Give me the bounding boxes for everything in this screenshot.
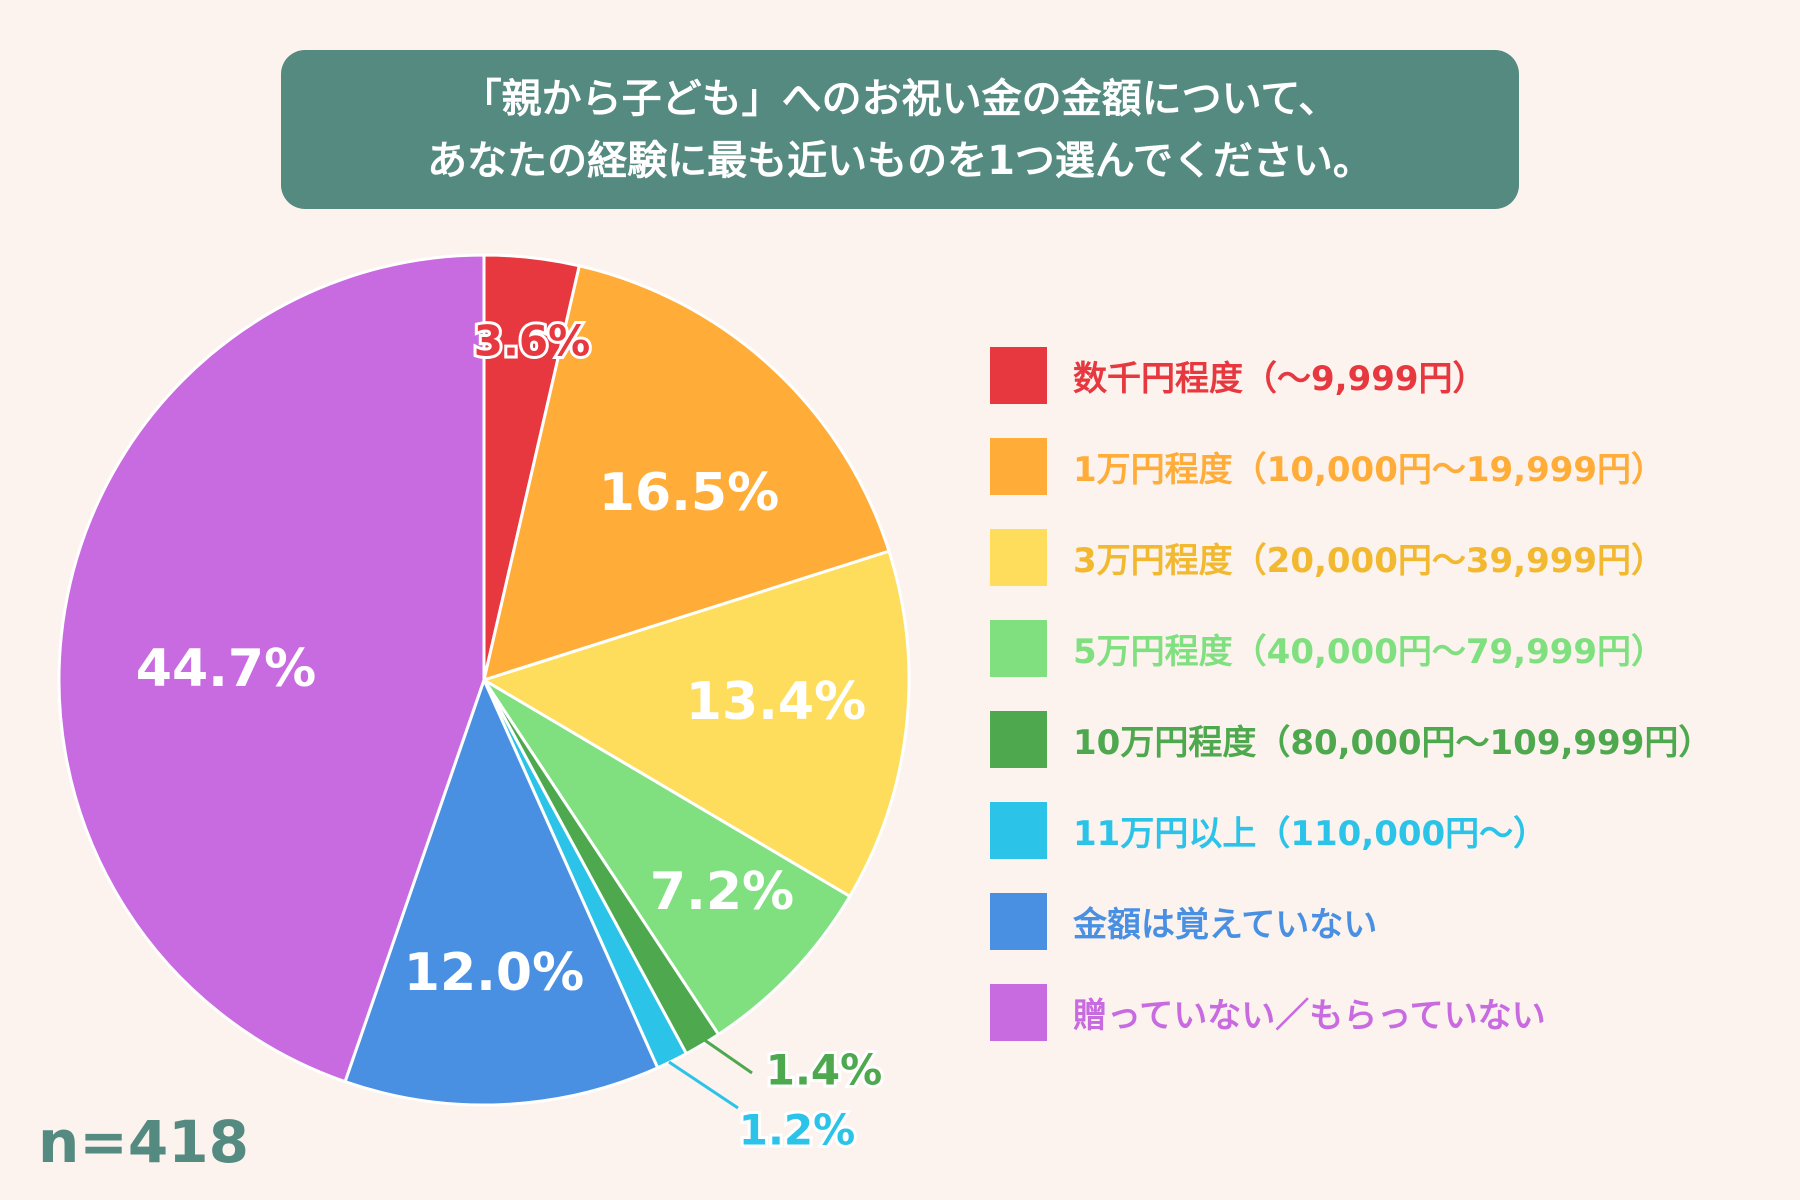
data-label: 1.4% [766, 1046, 882, 1095]
sample-size: n=418 [38, 1108, 249, 1176]
legend-item: 10万円程度（80,000円〜109,999円） [990, 711, 1712, 768]
data-label: 13.4% [686, 672, 866, 732]
legend: 数千円程度（〜9,999円） 1万円程度（10,000円〜19,999円） 3万円程… [990, 347, 1712, 1075]
leader-line [702, 1037, 753, 1075]
legend-item: 3万円程度（20,000円〜39,999円） [990, 529, 1712, 586]
pie-slice [480, 549, 911, 899]
legend-swatch [990, 802, 1047, 859]
legend-item: 1万円程度（10,000円〜19,999円） [990, 438, 1712, 495]
legend-label: 5万円程度（40,000円〜79,999円） [1073, 632, 1666, 672]
title-line-2: あなたの経験に最も近いものを1つ選んでください。 [427, 137, 1373, 184]
legend-label: 10万円程度（80,000円〜109,999円） [1073, 723, 1713, 763]
legend-swatch [990, 347, 1047, 404]
legend-label: 1万円程度（10,000円〜19,999円） [1073, 450, 1666, 490]
legend-swatch [990, 893, 1047, 950]
leader-line [668, 1060, 739, 1110]
pie-slice [343, 675, 660, 1107]
pie-slice [481, 264, 891, 683]
chart-title: 「親から子ども」へのお祝い金の金額について、 あなたの経験に最も近いものを1つ選… [281, 50, 1519, 209]
data-label: 1.2% [739, 1106, 855, 1155]
legend-item: 贈っていない／もらっていない [990, 984, 1712, 1041]
legend-item: 数千円程度（〜9,999円） [990, 347, 1712, 404]
legend-label: 金額は覚えていない [1073, 905, 1378, 945]
data-label: 7.2% [650, 862, 794, 922]
legend-swatch [990, 529, 1047, 586]
legend-swatch [990, 438, 1047, 495]
legend-swatch [990, 984, 1047, 1041]
legend-swatch [990, 711, 1047, 768]
pie-slice [482, 678, 852, 1037]
data-label: 44.7% [136, 639, 316, 699]
title-line-1: 「親から子ども」へのお祝い金の金額について、 [461, 75, 1339, 122]
data-label: 3.6% [474, 317, 590, 366]
legend-label: 数千円程度（〜9,999円） [1073, 359, 1487, 399]
legend-swatch [990, 620, 1047, 677]
legend-item: 金額は覚えていない [990, 893, 1712, 950]
legend-item: 5万円程度（40,000円〜79,999円） [990, 620, 1712, 677]
legend-label: 贈っていない／もらっていない [1073, 996, 1546, 1036]
legend-label: 11万円以上（110,000円〜） [1073, 814, 1548, 854]
legend-label: 3万円程度（20,000円〜39,999円） [1073, 541, 1666, 581]
pie-slice [57, 253, 486, 1084]
legend-item: 11万円以上（110,000円〜） [990, 802, 1712, 859]
data-label: 16.5% [599, 463, 779, 523]
data-label: 12.0% [404, 943, 584, 1003]
